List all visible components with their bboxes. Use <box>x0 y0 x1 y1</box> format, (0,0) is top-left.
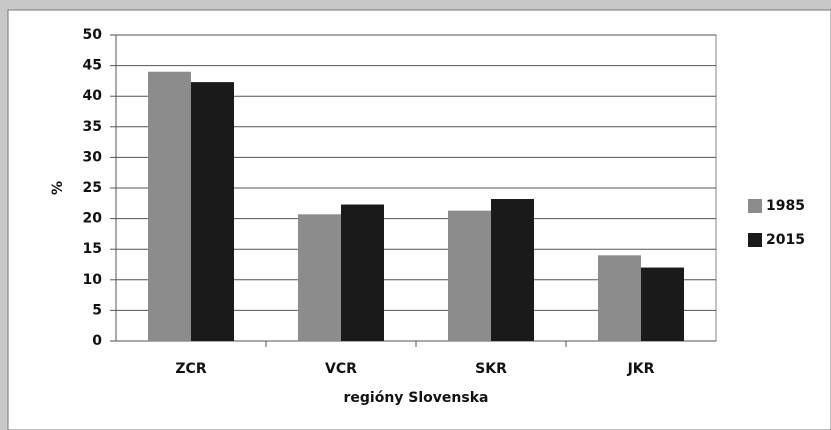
bar <box>341 204 384 341</box>
bar <box>148 71 191 341</box>
y-tick-label: 15 <box>83 241 102 257</box>
legend-swatch <box>748 233 762 247</box>
legend-label: 1985 <box>766 198 805 214</box>
y-tick-label: 30 <box>83 149 103 165</box>
y-tick-label: 10 <box>83 272 103 288</box>
bar <box>641 267 684 341</box>
y-tick-label: 40 <box>83 88 103 104</box>
x-axis-label: regióny Slovenska <box>344 390 489 406</box>
y-tick-label: 20 <box>83 211 103 227</box>
y-tick-label: 50 <box>83 27 103 43</box>
y-tick-label: 0 <box>92 333 102 349</box>
bar <box>491 199 534 341</box>
bar <box>598 255 641 341</box>
y-tick-label: 45 <box>83 58 102 74</box>
y-axis-label: % <box>50 181 66 195</box>
x-tick-label: VCR <box>325 361 357 377</box>
bar <box>191 82 234 342</box>
chart-area <box>7 9 831 430</box>
bar <box>448 210 491 341</box>
y-tick-label: 5 <box>92 302 102 318</box>
x-tick-label: SKR <box>475 361 507 377</box>
y-tick-label: 25 <box>83 180 102 196</box>
y-tick-label: 35 <box>83 119 102 135</box>
legend-swatch <box>748 199 762 213</box>
x-tick-label: JKR <box>627 361 655 377</box>
bar <box>298 214 341 341</box>
x-tick-label: ZCR <box>175 361 206 377</box>
legend-label: 2015 <box>766 232 805 248</box>
